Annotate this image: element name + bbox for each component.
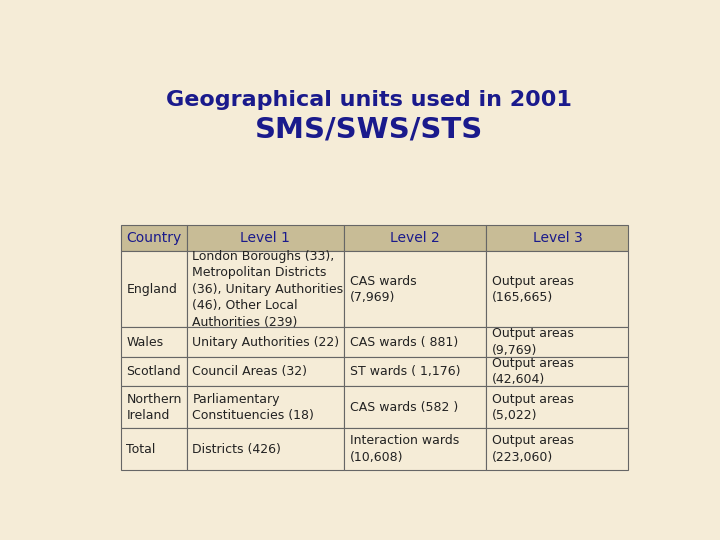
Bar <box>121 386 186 428</box>
Bar <box>486 225 629 251</box>
Text: Districts (426): Districts (426) <box>192 443 281 456</box>
Text: Total: Total <box>126 443 156 456</box>
Text: CAS wards
(7,969): CAS wards (7,969) <box>350 274 416 304</box>
Bar <box>486 327 629 357</box>
Bar <box>344 251 486 327</box>
Text: ST wards ( 1,176): ST wards ( 1,176) <box>350 365 460 378</box>
Bar <box>186 386 344 428</box>
Bar <box>486 428 629 470</box>
Bar <box>121 225 186 251</box>
Text: Output areas
(42,604): Output areas (42,604) <box>492 357 574 386</box>
Bar <box>344 386 486 428</box>
Text: Northern
Ireland: Northern Ireland <box>126 393 181 422</box>
Text: CAS wards ( 881): CAS wards ( 881) <box>350 335 458 349</box>
Text: Level 1: Level 1 <box>240 231 290 245</box>
Bar <box>121 357 186 386</box>
Text: Output areas
(9,769): Output areas (9,769) <box>492 327 574 357</box>
Bar <box>344 225 486 251</box>
Text: Level 2: Level 2 <box>390 231 440 245</box>
Text: Country: Country <box>126 231 181 245</box>
Bar <box>186 251 344 327</box>
Text: Level 3: Level 3 <box>533 231 582 245</box>
Text: Geographical units used in 2001: Geographical units used in 2001 <box>166 90 572 110</box>
Text: SMS/SWS/STS: SMS/SWS/STS <box>255 115 483 143</box>
Text: Scotland: Scotland <box>126 365 181 378</box>
Text: Output areas
(165,665): Output areas (165,665) <box>492 274 574 304</box>
Text: Output areas
(5,022): Output areas (5,022) <box>492 393 574 422</box>
Bar <box>186 357 344 386</box>
Bar <box>486 251 629 327</box>
Text: Wales: Wales <box>126 335 163 349</box>
Text: Interaction wards
(10,608): Interaction wards (10,608) <box>350 435 459 464</box>
Text: Parliamentary
Constituencies (18): Parliamentary Constituencies (18) <box>192 393 314 422</box>
Bar <box>486 386 629 428</box>
Text: England: England <box>126 283 177 296</box>
Bar <box>121 327 186 357</box>
Text: Unitary Authorities (22): Unitary Authorities (22) <box>192 335 339 349</box>
Bar <box>344 327 486 357</box>
Bar <box>186 225 344 251</box>
Bar <box>344 428 486 470</box>
Bar <box>186 327 344 357</box>
Text: Output areas
(223,060): Output areas (223,060) <box>492 435 574 464</box>
Bar <box>486 357 629 386</box>
Bar <box>121 428 186 470</box>
Bar <box>344 357 486 386</box>
Text: CAS wards (582 ): CAS wards (582 ) <box>350 401 458 414</box>
Text: London Boroughs (33),
Metropolitan Districts
(36), Unitary Authorities
(46), Oth: London Boroughs (33), Metropolitan Distr… <box>192 250 343 329</box>
Bar <box>121 251 186 327</box>
Bar <box>186 428 344 470</box>
Text: Council Areas (32): Council Areas (32) <box>192 365 307 378</box>
